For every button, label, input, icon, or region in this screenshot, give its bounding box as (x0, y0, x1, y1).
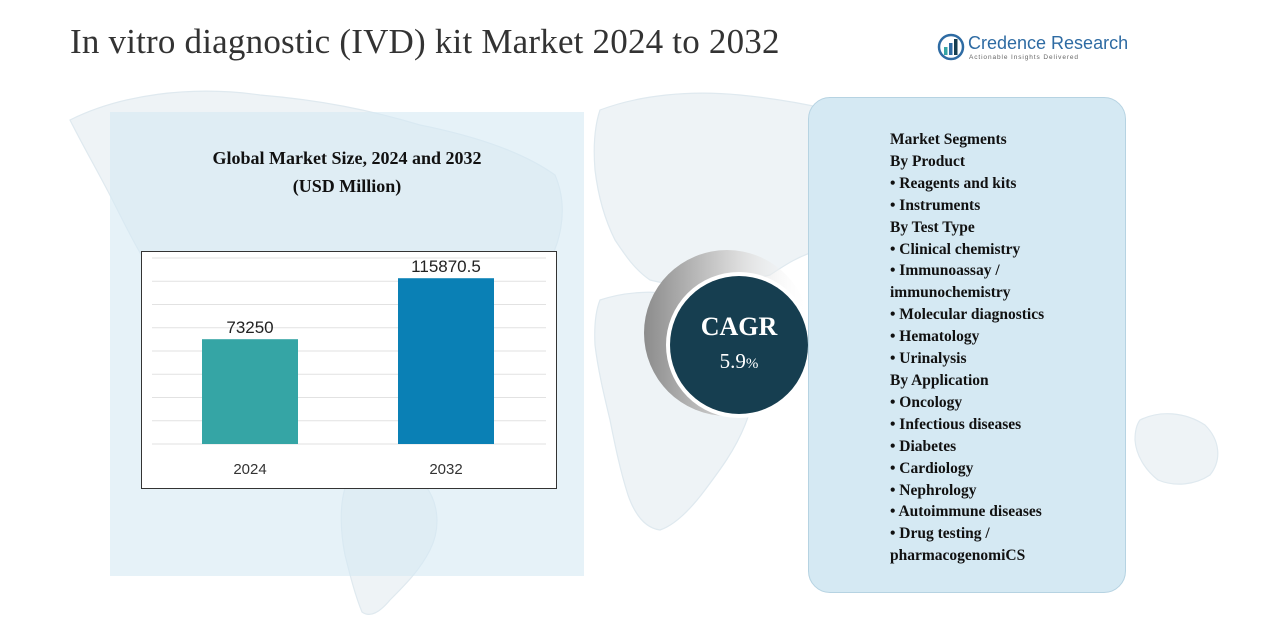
logo-tagline: Actionable Insights Delivered (969, 54, 1079, 61)
segment-item: • Diabetes (890, 437, 957, 455)
brand-logo: Credence Research Actionable Insights De… (936, 32, 1136, 66)
cagr-unit: % (745, 356, 759, 372)
data-label-2032: 115870.5 (411, 257, 481, 276)
segment-group-heading: By Application (890, 371, 989, 389)
cagr-value-line: 5.9% (670, 349, 808, 374)
segment-item: • Urinalysis (890, 350, 967, 368)
page-title: In vitro diagnostic (IVD) kit Market 202… (70, 22, 780, 61)
cagr-badge: CAGR 5.9% (642, 248, 812, 418)
chart-subtitle: (USD Million) (292, 176, 402, 196)
segment-item: • Autoimmune diseases (890, 503, 1042, 521)
market-segments-panel: Market Segments By Product • Reagents and… (808, 97, 1126, 593)
bar-chart: 73250 2024 115870.5 2032 (141, 251, 557, 489)
segment-item: • Immunoassay / (890, 262, 1000, 280)
cagr-circle: CAGR 5.9% (670, 276, 808, 414)
chart-title: Global Market Size, 2024 and 2032 (212, 148, 482, 168)
chart-title-block: Global Market Size, 2024 and 2032 (USD M… (110, 144, 584, 200)
segment-item: • Hematology (890, 328, 980, 346)
segment-item: pharmacogenomiCS (890, 547, 1026, 565)
segment-item: • Reagents and kits (890, 174, 1017, 192)
credence-logo-icon (937, 33, 965, 61)
bar-2032 (398, 278, 494, 444)
data-label-2024: 73250 (226, 318, 273, 337)
bar-2024 (202, 339, 298, 444)
segment-group-heading: By Test Type (890, 218, 975, 236)
segment-item: • Cardiology (890, 459, 974, 477)
segment-item: • Instruments (890, 196, 981, 214)
segment-group-heading: By Product (890, 152, 966, 170)
segment-item: • Nephrology (890, 481, 977, 499)
segment-list: Market Segments By Product • Reagents and… (890, 129, 1044, 567)
bar-chart-svg: 73250 2024 115870.5 2032 (152, 257, 546, 478)
segment-item: immunochemistry (890, 284, 1011, 302)
segment-item: • Clinical chemistry (890, 240, 1021, 258)
x-tick-label-2032: 2032 (429, 461, 462, 478)
segments-heading: Market Segments (890, 131, 1007, 148)
cagr-label: CAGR (700, 312, 778, 341)
segment-item: • Infectious diseases (890, 415, 1022, 433)
x-tick-label-2024: 2024 (233, 461, 266, 478)
logo-name: Credence Research (968, 33, 1129, 53)
cagr-value: 5.9 (719, 349, 746, 373)
segment-item: • Oncology (890, 393, 963, 411)
segment-item: • Drug testing / (890, 525, 990, 543)
segment-item: • Molecular diagnostics (890, 306, 1045, 324)
